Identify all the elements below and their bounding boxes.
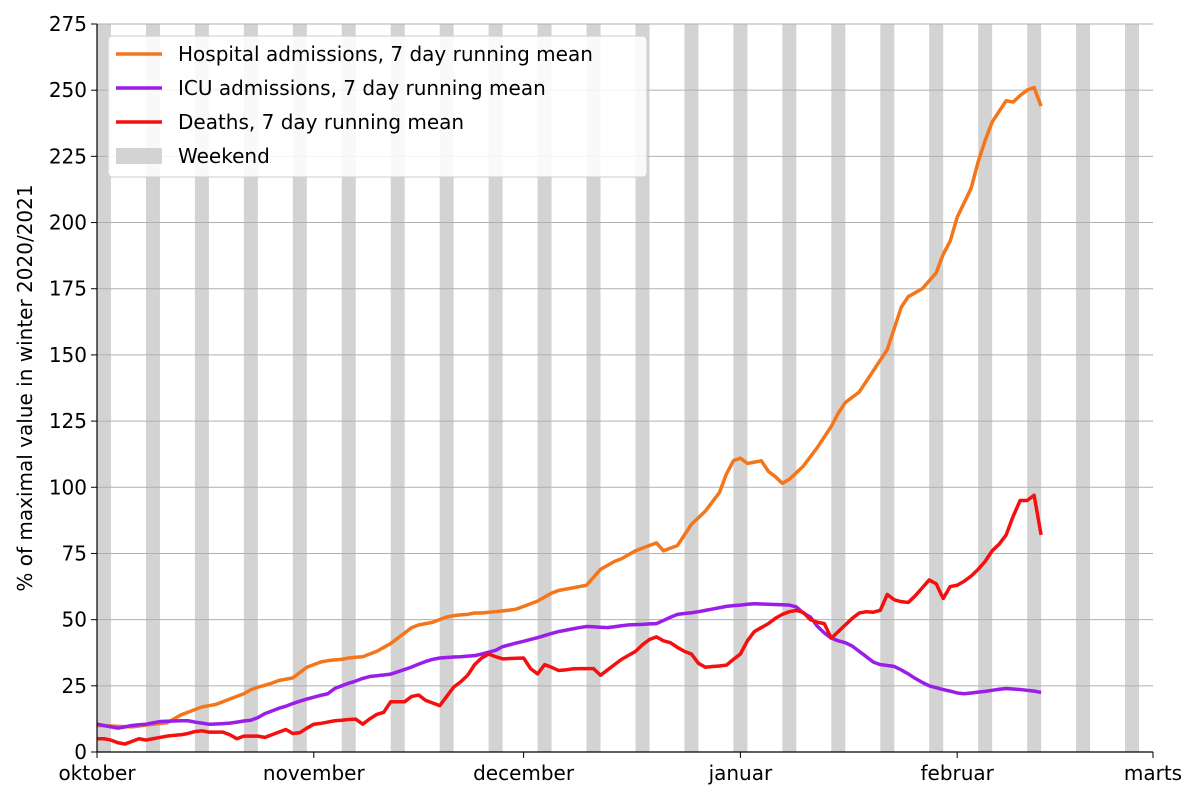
y-tick-label: 200	[49, 211, 87, 235]
weekend-bands	[97, 24, 1140, 752]
weekend-band	[488, 24, 503, 752]
y-tick-label: 150	[49, 343, 87, 367]
weekend-band	[586, 24, 601, 752]
legend-label: Weekend	[178, 144, 270, 168]
weekend-band	[390, 24, 405, 752]
y-tick-label: 25	[62, 674, 87, 698]
series-line	[97, 493, 1043, 746]
weekend-band	[439, 24, 454, 752]
y-tick-label: 175	[49, 277, 87, 301]
series-line	[97, 602, 1042, 730]
legend-box	[107, 35, 648, 178]
x-tick-label: december	[473, 761, 575, 785]
y-tick-label: 0	[74, 740, 87, 764]
weekend-band	[1125, 24, 1140, 752]
y-tick-label: 75	[62, 541, 87, 565]
series-line	[97, 85, 1043, 729]
y-tick-label: 50	[62, 608, 87, 632]
weekend-band	[733, 24, 748, 752]
legend-label: Deaths, 7 day running mean	[178, 110, 464, 134]
weekend-band	[929, 24, 944, 752]
legend: Hospital admissions, 7 day running mean I…	[107, 35, 648, 178]
legend-label: Hospital admissions, 7 day running mean	[178, 42, 593, 66]
y-tick-label: 275	[49, 12, 87, 36]
weekend-band	[537, 24, 552, 752]
legend-swatch	[116, 148, 162, 164]
y-tick-label: 250	[49, 78, 87, 102]
weekend-band	[292, 24, 307, 752]
y-axis-label: % of maximal value in winter 2020/2021	[13, 184, 37, 591]
x-tick-label: januar	[708, 761, 773, 785]
y-tick-label: 125	[49, 409, 87, 433]
weekend-band	[1076, 24, 1091, 752]
weekend-band	[684, 24, 699, 752]
weekend-band	[978, 24, 993, 752]
weekend-band	[97, 24, 111, 752]
y-tick-label: 100	[49, 475, 87, 499]
x-tick-label: februar	[920, 761, 994, 785]
x-tick-label: oktober	[58, 761, 136, 785]
x-tick-label: marts	[1124, 761, 1182, 785]
weekend-band	[194, 24, 209, 752]
x-tick-label: november	[263, 761, 366, 785]
grid: 0 25 50 75 100 125 150 175 200 225 250 275 oktober no…	[49, 12, 1182, 785]
weekend-band	[880, 24, 895, 752]
weekend-band	[145, 24, 160, 752]
weekend-band	[635, 24, 650, 752]
legend-label: ICU admissions, 7 day running mean	[178, 76, 546, 100]
weekend-band	[831, 24, 846, 752]
weekend-band	[1027, 24, 1042, 752]
lines	[97, 85, 1043, 746]
weekend-band	[782, 24, 797, 752]
weekend-band	[341, 24, 356, 752]
y-tick-label: 225	[49, 144, 87, 168]
weekend-band	[243, 24, 258, 752]
